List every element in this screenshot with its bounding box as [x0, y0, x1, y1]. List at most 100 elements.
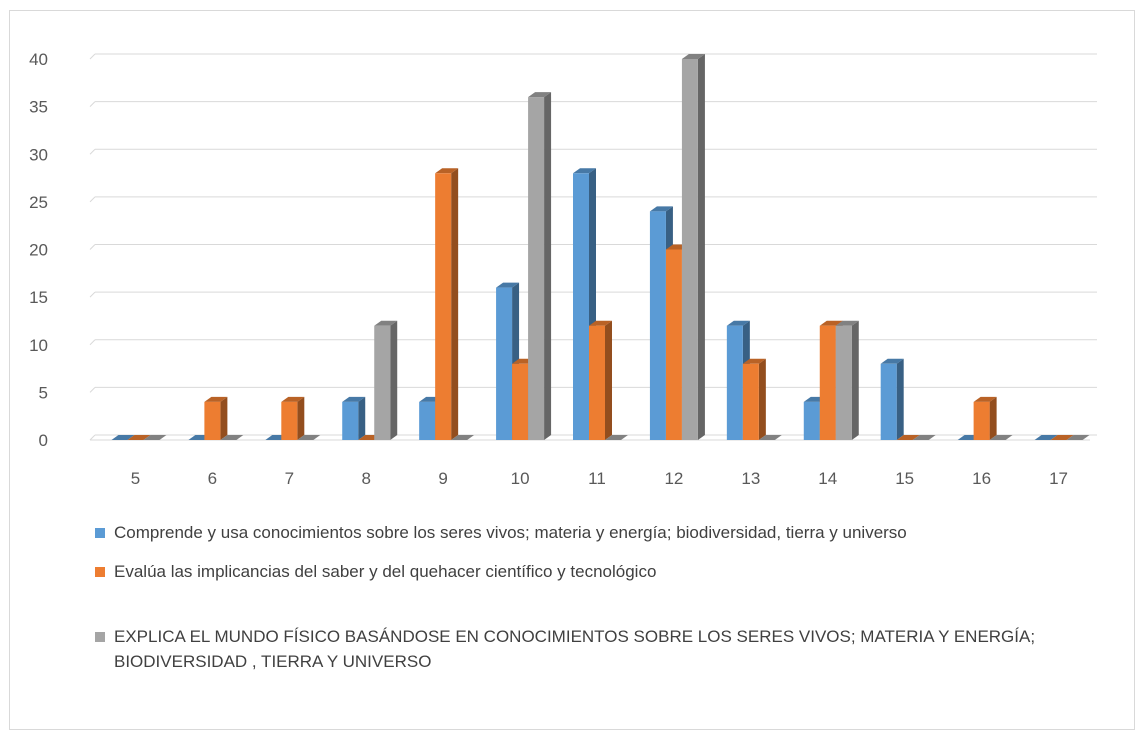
bar — [681, 54, 705, 440]
x-tick-label: 6 — [208, 469, 217, 488]
bar-side — [544, 92, 552, 440]
bar-side — [851, 320, 859, 440]
bar-top — [973, 396, 997, 402]
bar-front — [204, 401, 221, 440]
bar-top — [835, 320, 859, 326]
bar-top — [281, 396, 305, 402]
legend-swatch-series-1 — [95, 528, 105, 538]
bar-top — [143, 435, 167, 440]
gridline-depth — [89, 53, 96, 60]
bar-front — [819, 325, 836, 440]
bar-front — [803, 401, 820, 440]
bar — [281, 396, 305, 440]
bar-front — [880, 363, 897, 440]
y-tick-label: 25 — [29, 193, 48, 212]
bar — [742, 358, 766, 440]
bar-front — [512, 363, 529, 440]
bar-top — [1034, 435, 1058, 440]
bar-front — [496, 287, 513, 440]
bar — [528, 92, 552, 440]
bar-top — [374, 320, 398, 326]
bar — [297, 435, 321, 440]
bar-top — [605, 435, 628, 440]
gridline-depth — [89, 339, 96, 346]
legend-swatch-series-3 — [95, 632, 105, 642]
y-tick-label: 10 — [29, 336, 48, 355]
bar — [111, 435, 135, 440]
bar — [374, 320, 398, 440]
bar-top — [1050, 435, 1074, 440]
legend-item-series-1: Comprende y usa conocimientos sobre los … — [95, 520, 1075, 545]
bar-top — [204, 396, 228, 402]
bar-front — [835, 325, 852, 440]
bar-top — [297, 435, 321, 440]
bar — [143, 435, 167, 440]
bar — [989, 435, 1013, 440]
gridline-depth — [89, 101, 96, 107]
bar-top — [342, 396, 366, 402]
x-tick-label: 10 — [511, 469, 530, 488]
x-tick-label: 5 — [131, 469, 140, 488]
legend: Comprende y usa conocimientos sobre los … — [95, 520, 1075, 674]
bar-side — [697, 54, 705, 440]
y-tick-label: 40 — [29, 50, 48, 69]
bar-front — [665, 249, 682, 440]
gridline-depth — [89, 434, 96, 441]
bar-top — [896, 435, 920, 440]
bar — [1050, 435, 1074, 440]
bar-top — [726, 320, 750, 326]
bar-front — [973, 401, 990, 440]
bar — [204, 396, 228, 440]
bar-top — [912, 435, 936, 440]
x-tick-label: 15 — [895, 469, 914, 488]
bar — [451, 435, 475, 440]
bar-top — [220, 435, 244, 440]
bar-top — [589, 320, 612, 326]
legend-label-series-1: Comprende y usa conocimientos sobre los … — [114, 523, 907, 542]
bar — [896, 435, 920, 440]
bar-side — [989, 396, 997, 440]
x-tick-label: 11 — [588, 469, 606, 488]
bar — [973, 396, 997, 440]
bar-front — [649, 211, 666, 440]
x-tick-label: 17 — [1049, 469, 1068, 488]
legend-swatch-series-2 — [95, 567, 105, 577]
bar-top — [742, 358, 766, 364]
bar-side — [220, 396, 228, 440]
x-tick-label: 9 — [438, 469, 447, 488]
bar — [835, 320, 859, 440]
legend-label-series-2: Evalúa las implicancias del saber y del … — [114, 562, 657, 581]
bar-top — [758, 435, 782, 440]
bar — [220, 435, 244, 440]
bar-side — [297, 396, 305, 440]
gridline-depth — [89, 291, 96, 298]
bar-top — [681, 54, 705, 59]
y-tick-label: 0 — [39, 431, 48, 450]
gridline-depth — [89, 244, 96, 250]
bar — [127, 435, 151, 440]
bar-top — [528, 92, 552, 98]
bar-front — [281, 401, 298, 440]
x-tick-label: 7 — [285, 469, 294, 488]
y-tick-label: 15 — [29, 288, 48, 307]
bar — [605, 435, 628, 440]
x-tick-label: 13 — [741, 469, 760, 488]
bar-side — [358, 396, 366, 440]
bar-side — [605, 320, 612, 440]
gridline-depth — [89, 148, 96, 155]
bar-top — [435, 168, 459, 174]
bar-top — [127, 435, 151, 440]
bar-front — [374, 325, 391, 440]
legend-label-series-3: EXPLICA EL MUNDO FÍSICO BASÁNDOSE EN CON… — [114, 627, 1036, 671]
gridline-depth — [89, 387, 96, 393]
bar — [435, 168, 459, 441]
bar-top — [649, 206, 673, 212]
bar-front — [528, 97, 545, 440]
bar-side — [896, 358, 904, 440]
bar-side — [758, 358, 766, 440]
bar-top — [989, 435, 1013, 440]
y-tick-label: 5 — [39, 383, 48, 402]
bar — [342, 396, 366, 440]
bar-front — [342, 401, 359, 440]
bar — [880, 358, 904, 440]
